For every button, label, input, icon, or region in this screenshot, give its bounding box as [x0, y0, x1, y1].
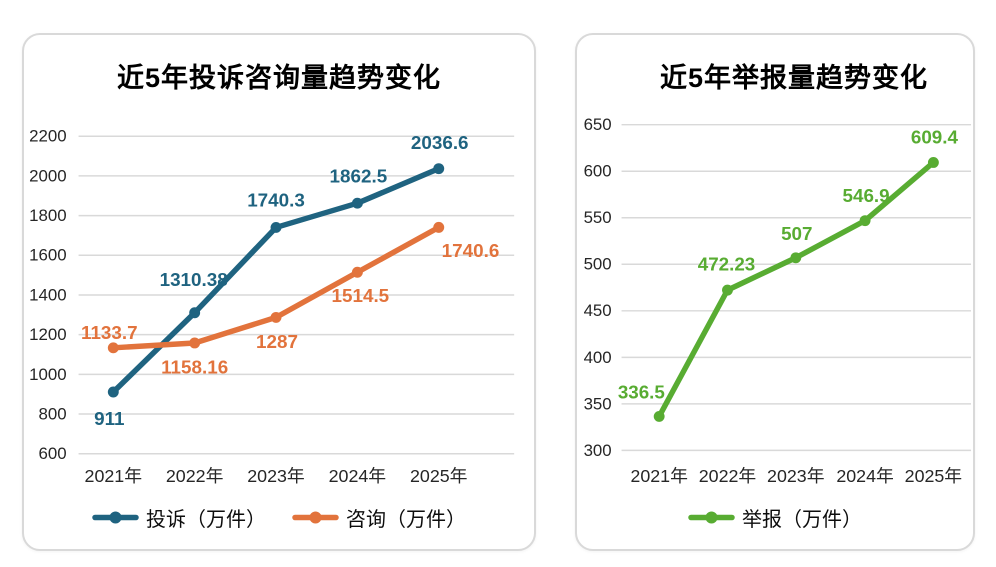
svg-text:1862.5: 1862.5: [330, 165, 388, 186]
svg-text:2024年: 2024年: [329, 466, 387, 486]
svg-text:507: 507: [781, 223, 812, 244]
svg-text:472.23: 472.23: [698, 253, 756, 274]
line-marker-icon: [688, 511, 735, 524]
svg-text:336.5: 336.5: [618, 382, 665, 403]
svg-text:350: 350: [584, 394, 612, 413]
chart-title-complaints: 近5年投诉咨询量趋势变化: [116, 63, 441, 93]
svg-text:400: 400: [584, 348, 612, 367]
svg-text:1158.16: 1158.16: [161, 357, 228, 378]
svg-text:2022年: 2022年: [166, 466, 224, 486]
svg-text:2022年: 2022年: [699, 466, 756, 486]
svg-text:911: 911: [94, 408, 124, 429]
svg-text:500: 500: [584, 255, 612, 274]
svg-text:650: 650: [584, 115, 612, 134]
svg-text:2024年: 2024年: [836, 466, 893, 486]
svg-text:1600: 1600: [29, 246, 67, 265]
chart-legend-complaints: 投诉（万件） 咨询（万件）: [24, 503, 534, 532]
legend-item-reports: 举报（万件）: [688, 503, 862, 532]
svg-text:2025年: 2025年: [905, 466, 962, 486]
svg-text:2036.6: 2036.6: [411, 132, 469, 153]
svg-text:300: 300: [584, 441, 612, 460]
chart-legend-reports: 举报（万件）: [577, 503, 973, 532]
svg-text:1400: 1400: [29, 285, 67, 304]
svg-text:450: 450: [584, 301, 612, 320]
svg-text:2200: 2200: [29, 127, 67, 146]
svg-text:2021年: 2021年: [85, 466, 143, 486]
svg-text:1514.5: 1514.5: [332, 285, 390, 306]
legend-item-consultations: 咨询（万件）: [292, 503, 466, 532]
legend-label-consultations: 咨询（万件）: [346, 509, 466, 531]
svg-text:2000: 2000: [29, 166, 67, 185]
svg-text:600: 600: [584, 162, 612, 181]
svg-text:2023年: 2023年: [247, 466, 305, 486]
svg-text:1740.3: 1740.3: [247, 190, 305, 211]
line-marker-icon: [92, 511, 139, 524]
svg-text:600: 600: [39, 444, 67, 463]
svg-text:2025年: 2025年: [410, 466, 468, 486]
plot-area-complaints: 600 800 1000 1200 1400 1600 1800 2000 2200 2021年 2…: [29, 127, 515, 486]
chart-title-reports: 近5年举报量趋势变化: [659, 63, 929, 93]
svg-text:1740.6: 1740.6: [442, 240, 500, 261]
svg-text:550: 550: [584, 208, 612, 227]
svg-text:800: 800: [39, 404, 67, 423]
svg-text:1200: 1200: [29, 325, 67, 344]
plot-area-reports: 300 350 400 450 500 550 600 650 2021年 2022年 2023年 2…: [584, 115, 972, 486]
line-marker-icon: [292, 511, 339, 524]
svg-text:2023年: 2023年: [767, 466, 824, 486]
svg-text:546.9: 546.9: [843, 185, 890, 206]
legend-item-complaints: 投诉（万件）: [92, 503, 266, 532]
svg-text:1310.38: 1310.38: [160, 269, 228, 290]
legend-label-reports: 举报（万件）: [742, 509, 862, 531]
complaint-consultation-chart-card: 近5年投诉咨询量趋势变化 600 800 1000 1200 1400 1600 1800 2…: [22, 33, 536, 551]
svg-text:1133.7: 1133.7: [81, 322, 138, 343]
svg-text:609.4: 609.4: [911, 127, 959, 148]
legend-label-complaints: 投诉（万件）: [146, 509, 266, 531]
report-chart-card: 近5年举报量趋势变化 300 350 400 450 500 550 600 650 2021年…: [575, 33, 975, 551]
svg-text:1000: 1000: [29, 365, 67, 384]
svg-text:2021年: 2021年: [630, 466, 687, 486]
svg-text:1800: 1800: [29, 206, 67, 225]
svg-text:1287: 1287: [256, 331, 298, 352]
